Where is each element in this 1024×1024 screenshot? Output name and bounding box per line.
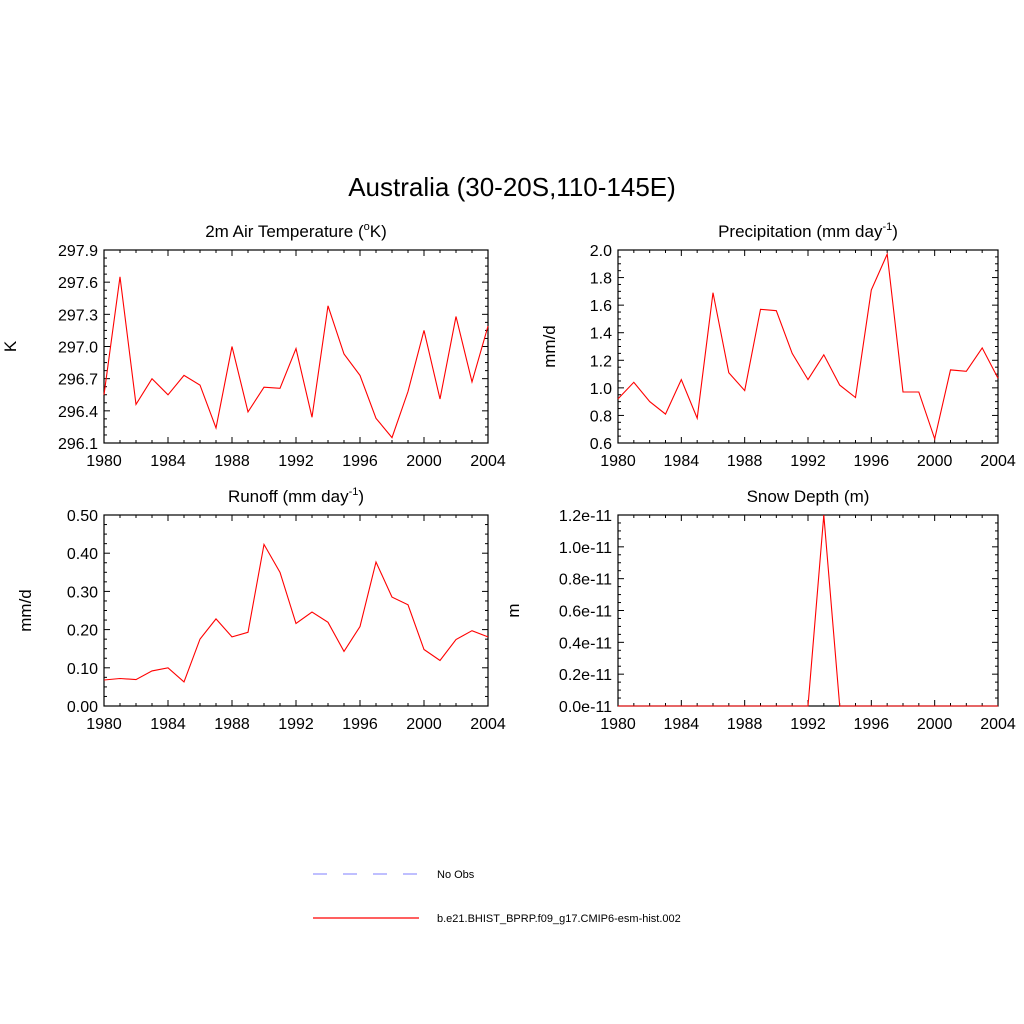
precipitation-x-tick-label: 2000 bbox=[917, 453, 953, 470]
snow-depth-y-axis-label: m bbox=[504, 603, 523, 617]
precipitation-x-tick-label: 1984 bbox=[664, 453, 700, 470]
runoff-y-tick-label: 0.40 bbox=[67, 546, 98, 563]
precipitation-x-tick-label: 2004 bbox=[980, 453, 1016, 470]
precipitation-y-tick-label: 1.2 bbox=[590, 353, 612, 370]
legend-label: No Obs bbox=[437, 869, 475, 881]
temperature-y-axis-label: K bbox=[1, 340, 20, 352]
temperature-y-tick-label: 296.7 bbox=[58, 372, 98, 389]
runoff-y-tick-label: 0.30 bbox=[67, 584, 98, 601]
temperature-x-tick-label: 1996 bbox=[342, 453, 378, 470]
runoff-panel-title: Runoff (mm day-1) bbox=[228, 486, 364, 506]
temperature-y-tick-label: 297.3 bbox=[58, 307, 98, 324]
runoff-x-tick-label: 1988 bbox=[214, 716, 250, 733]
runoff-x-tick-label: 2000 bbox=[406, 716, 442, 733]
temperature-x-tick-label: 1984 bbox=[150, 453, 186, 470]
temperature-y-tick-label: 296.4 bbox=[58, 404, 98, 421]
legend-label: b.e21.BHIST_BPRP.f09_g17.CMIP6-esm-hist.… bbox=[437, 913, 681, 925]
temperature-y-tick-label: 297.9 bbox=[58, 243, 98, 260]
precipitation-title-text-end: ) bbox=[892, 222, 898, 241]
panel-runoff: 1980 1984 1988 1992 1996 2000 2004 0.00 0.10 0.20… bbox=[16, 486, 506, 733]
runoff-y-axis-label: mm/d bbox=[16, 589, 35, 632]
snow-depth-y-tick-label: 0.2e-11 bbox=[559, 667, 612, 684]
runoff-y-tick-label: 0.50 bbox=[67, 508, 98, 525]
temperature-panel-title: 2m Air Temperature (oK) bbox=[205, 221, 387, 241]
legend: No Obs b.e21.BHIST_BPRP.f09_g17.CMIP6-esm… bbox=[313, 869, 681, 925]
precipitation-y-tick-label: 1.0 bbox=[590, 381, 612, 398]
temperature-x-tick-label: 2004 bbox=[470, 453, 506, 470]
precipitation-x-tick-label: 1988 bbox=[727, 453, 763, 470]
precipitation-y-tick-label: 1.4 bbox=[590, 326, 612, 343]
precipitation-x-tick-label: 1992 bbox=[790, 453, 826, 470]
temperature-y-tick-label: 297.6 bbox=[58, 275, 98, 292]
snow-depth-x-tick-label: 1984 bbox=[664, 716, 700, 733]
panel-temperature: 1980 1984 1988 1992 1996 2000 2004 296.1 296.4 29… bbox=[1, 221, 506, 470]
runoff-series-line bbox=[103, 542, 489, 683]
chart-panels: 1980 1984 1988 1992 1996 2000 2004 296.1 296.4 29… bbox=[1, 221, 1016, 733]
snow-depth-y-tick-label: 0.6e-11 bbox=[559, 604, 612, 621]
precipitation-y-tick-label: 2.0 bbox=[590, 243, 612, 260]
runoff-title-text: Runoff (mm day bbox=[228, 487, 349, 506]
precipitation-y-tick-label: 1.8 bbox=[590, 271, 612, 288]
precipitation-title-text: Precipitation (mm day bbox=[718, 222, 883, 241]
snow-depth-x-tick-label: 2004 bbox=[980, 716, 1016, 733]
runoff-title-superscript: -1 bbox=[349, 486, 359, 498]
snow-depth-x-tick-label: 2000 bbox=[917, 716, 953, 733]
temperature-x-tick-label: 1980 bbox=[86, 453, 122, 470]
runoff-x-tick-label: 1980 bbox=[86, 716, 122, 733]
snow-depth-y-tick-label: 0.8e-11 bbox=[559, 572, 612, 589]
snow-depth-plot-frame bbox=[617, 514, 999, 707]
figure-title: Australia (30-20S,110-145E) bbox=[348, 172, 676, 202]
snow-depth-series-line bbox=[618, 514, 998, 707]
runoff-y-tick-label: 0.20 bbox=[67, 623, 98, 640]
precipitation-y-tick-label: 0.6 bbox=[590, 436, 612, 453]
panel-snow-depth: 1980 1984 1988 1992 1996 2000 2004 0.0e-11 0.2e-… bbox=[504, 487, 1016, 733]
runoff-y-tick-label: 0.00 bbox=[67, 699, 98, 716]
snow-depth-x-tick-label: 1996 bbox=[854, 716, 890, 733]
temperature-x-tick-label: 1988 bbox=[214, 453, 250, 470]
temperature-y-tick-label: 297.0 bbox=[58, 340, 98, 357]
precipitation-title-superscript: -1 bbox=[882, 221, 892, 233]
snow-depth-x-tick-label: 1980 bbox=[600, 716, 636, 733]
precipitation-x-tick-label: 1996 bbox=[854, 453, 890, 470]
temperature-title-text: 2m Air Temperature ( bbox=[205, 222, 364, 241]
precipitation-y-tick-label: 1.6 bbox=[590, 298, 612, 315]
temperature-x-tick-label: 2000 bbox=[406, 453, 442, 470]
precipitation-panel-title: Precipitation (mm day-1) bbox=[718, 221, 898, 241]
temperature-y-tick-label: 296.1 bbox=[58, 436, 98, 453]
snow-depth-panel-title: Snow Depth (m) bbox=[747, 487, 870, 506]
runoff-x-tick-label: 1996 bbox=[342, 716, 378, 733]
snow-depth-x-tick-label: 1992 bbox=[790, 716, 826, 733]
precipitation-y-axis-label: mm/d bbox=[540, 325, 559, 368]
snow-depth-y-tick-label: 1.0e-11 bbox=[559, 540, 612, 557]
snow-depth-y-tick-label: 0.4e-11 bbox=[559, 635, 612, 652]
snow-depth-y-tick-label: 0.0e-11 bbox=[559, 699, 612, 716]
temperature-plot-frame bbox=[103, 249, 489, 444]
precipitation-x-tick-label: 1980 bbox=[600, 453, 636, 470]
temperature-title-superscript: o bbox=[364, 221, 370, 233]
precipitation-y-tick-label: 0.8 bbox=[590, 408, 612, 425]
precipitation-series-line bbox=[617, 252, 999, 441]
temperature-x-tick-label: 1992 bbox=[278, 453, 314, 470]
runoff-x-tick-label: 1992 bbox=[278, 716, 314, 733]
snow-depth-title-text: Snow Depth (m) bbox=[747, 487, 870, 506]
runoff-x-tick-label: 2004 bbox=[470, 716, 506, 733]
runoff-title-text-end: ) bbox=[358, 487, 364, 506]
runoff-plot-frame bbox=[103, 514, 489, 707]
precipitation-plot-frame bbox=[617, 249, 999, 444]
runoff-y-tick-label: 0.10 bbox=[67, 661, 98, 678]
panel-precipitation: 1980 1984 1988 1992 1996 2000 2004 0.6 0.8 1.0 1.2… bbox=[540, 221, 1016, 470]
snow-depth-y-tick-label: 1.2e-11 bbox=[559, 508, 612, 525]
temperature-title-text-end: K) bbox=[370, 222, 387, 241]
snow-depth-x-tick-label: 1988 bbox=[727, 716, 763, 733]
temperature-series-line bbox=[103, 276, 489, 439]
runoff-x-tick-label: 1984 bbox=[150, 716, 186, 733]
